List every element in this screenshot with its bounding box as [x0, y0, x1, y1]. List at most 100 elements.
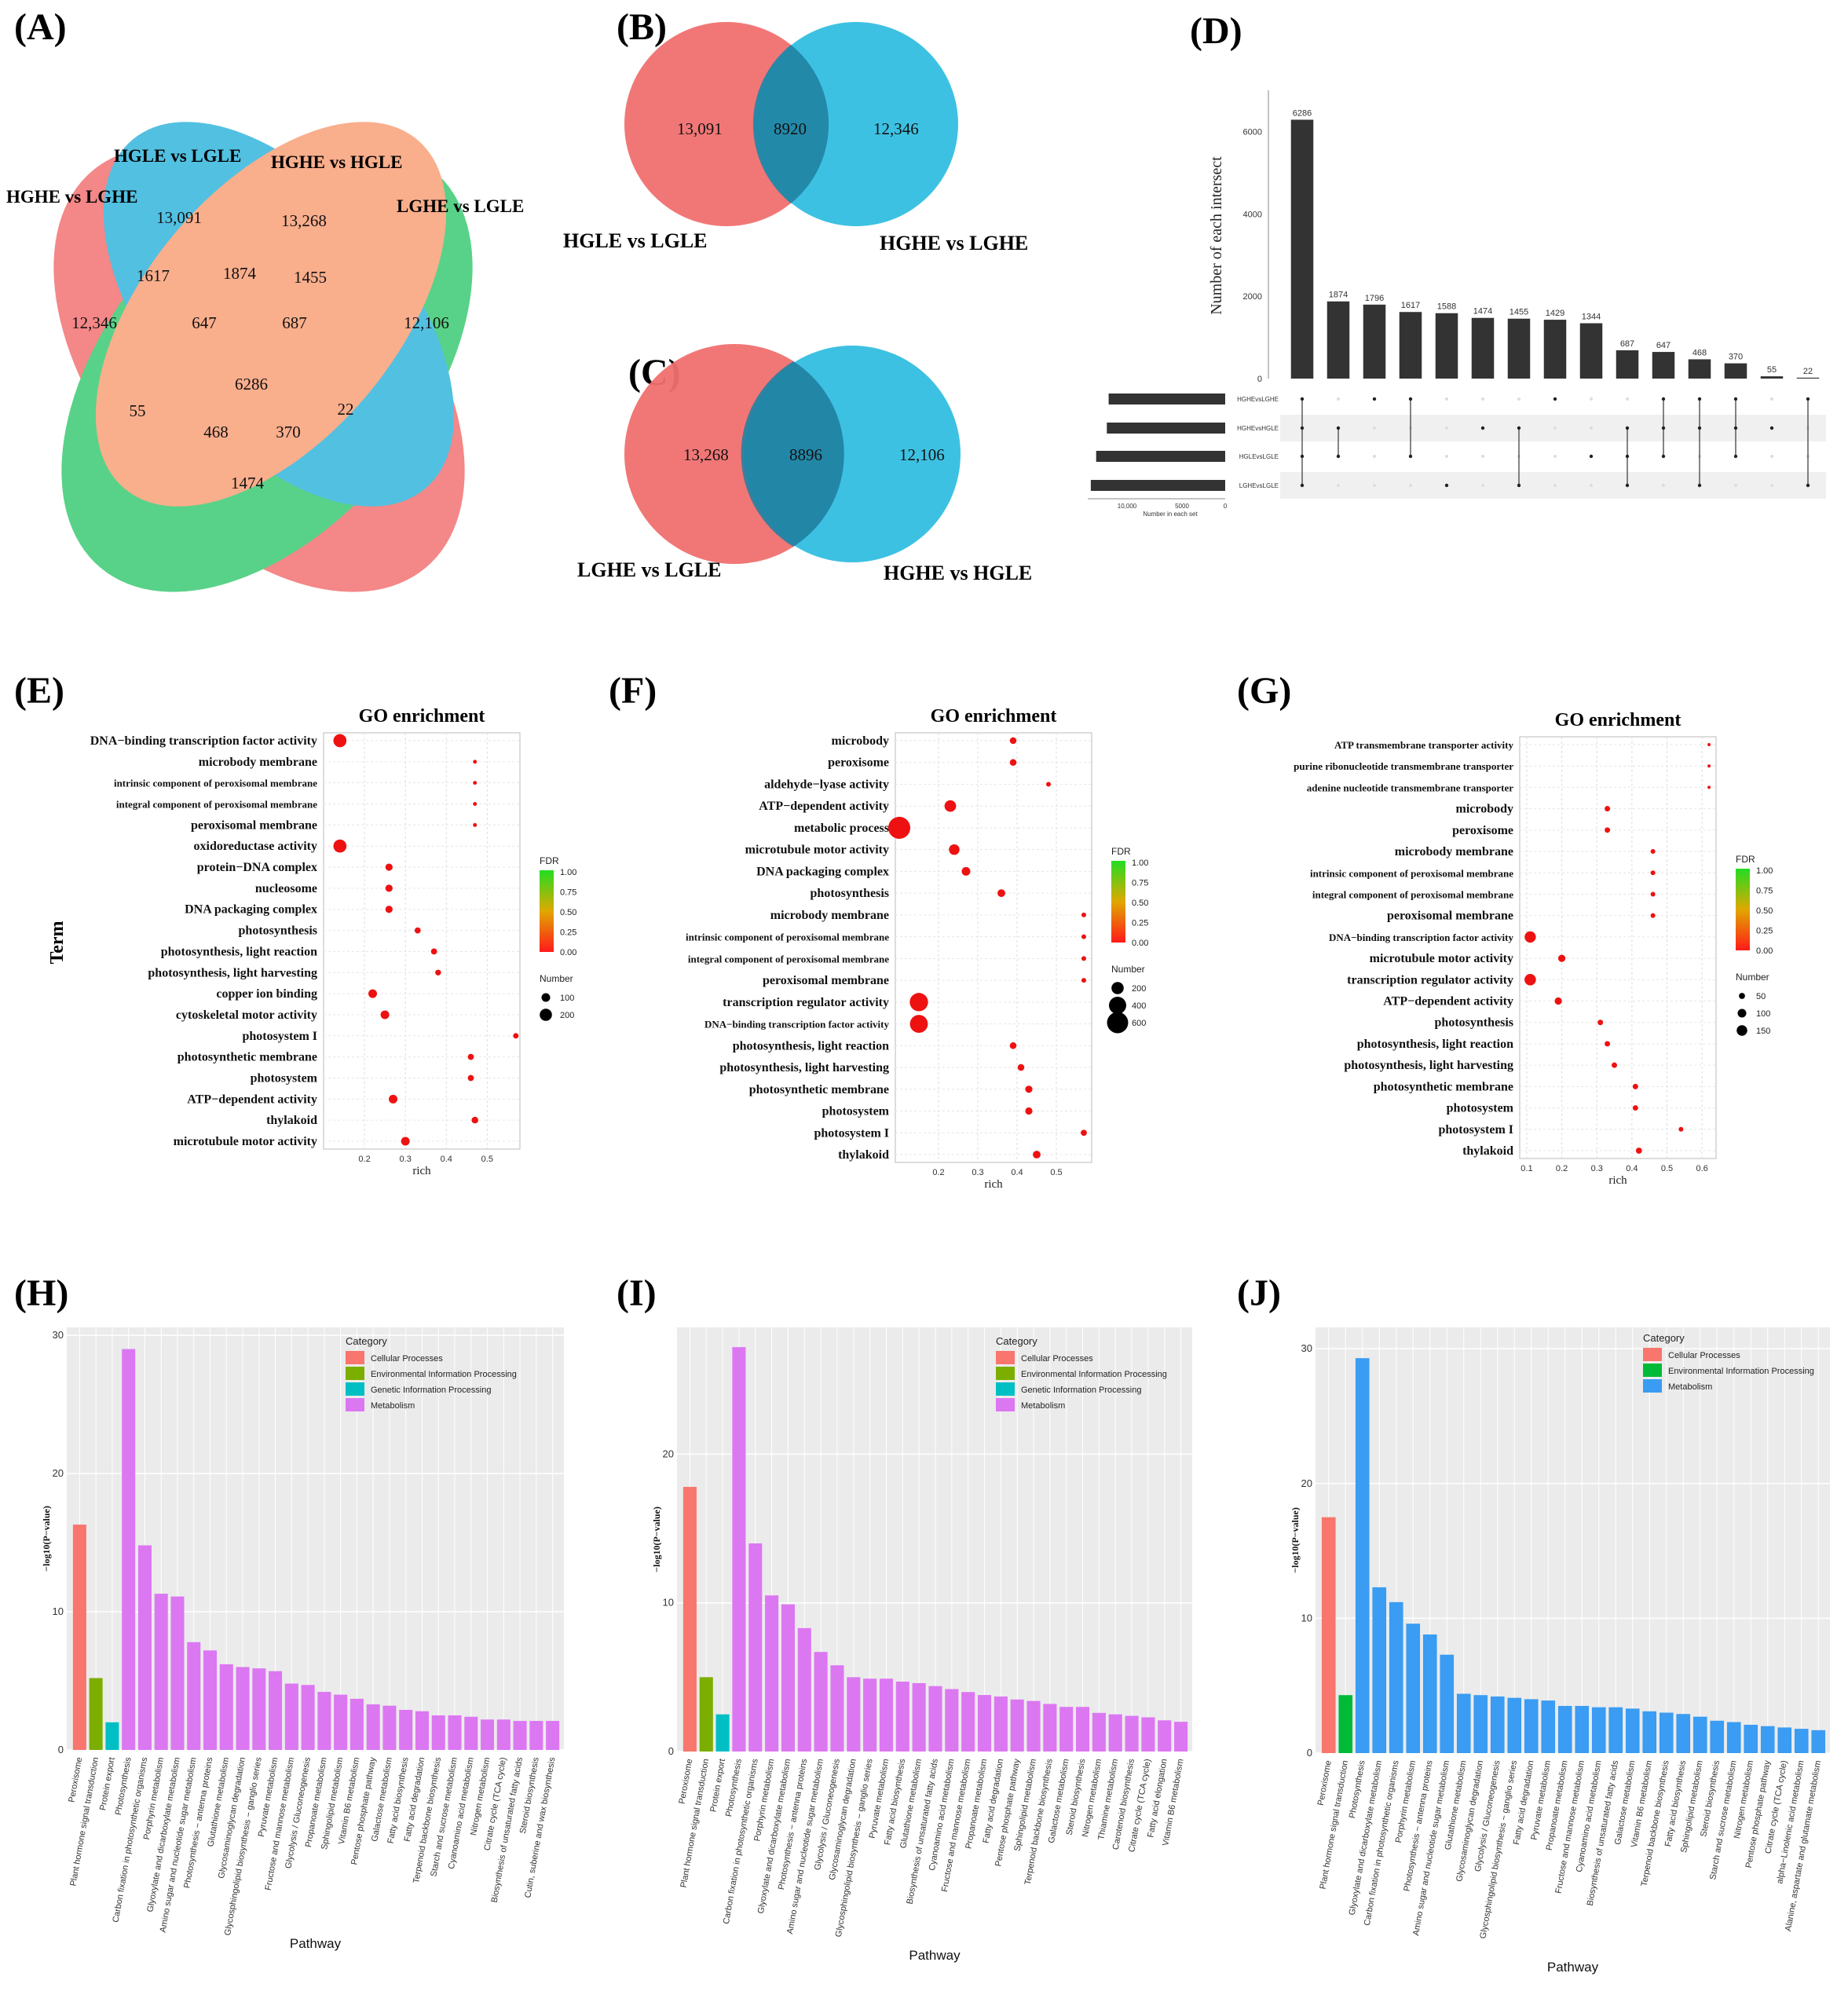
term-label: photosystem [822, 1105, 890, 1118]
enrichment-dot [473, 822, 478, 827]
y-tick-label: 4000 [1243, 210, 1262, 219]
pathway-bar [1625, 1708, 1640, 1753]
size-legend-label: 200 [1132, 984, 1146, 994]
enrichment-dot [1017, 1063, 1025, 1071]
bar-value-label: 687 [1620, 339, 1634, 349]
matrix-dot [1661, 454, 1666, 459]
x-tick-label: 0.2 [358, 1155, 370, 1164]
enrichment-dot [385, 884, 393, 892]
set-tick-label: 0 [1224, 503, 1228, 510]
pathway-bar [89, 1678, 103, 1750]
pathway-bar [137, 1545, 152, 1750]
pathway-bar [748, 1543, 763, 1752]
enrichment-dot [467, 1053, 474, 1060]
pathway-bar [366, 1704, 380, 1750]
pathway-bar [1406, 1623, 1421, 1753]
fdr-tick-label: 0.50 [560, 908, 576, 917]
size-legend-dot [1111, 982, 1124, 994]
legend-label: Cellular Processes [371, 1354, 443, 1364]
matrix-empty-dot [1481, 484, 1484, 487]
bar-value-label: 6286 [1293, 108, 1312, 118]
matrix-empty-dot [1553, 484, 1557, 487]
term-label: aldehyde−lyase activity [764, 778, 889, 791]
set-name-label: HGLEvsLGLE [1239, 453, 1279, 460]
matrix-empty-dot [1626, 397, 1629, 401]
intersect-bar [1579, 323, 1603, 379]
term-label: thylakoid [1462, 1144, 1513, 1158]
matrix-empty-dot [1553, 455, 1557, 458]
enrichment-dot [1632, 1083, 1638, 1089]
venn-label-1: HGHE vs LGHE [6, 187, 137, 207]
term-label: nucleosome [255, 882, 317, 895]
fdr-tick-label: 0.00 [1756, 946, 1773, 956]
enrichment-dot [949, 844, 960, 855]
enrichment-dot [430, 948, 437, 955]
matrix-dot [1408, 397, 1413, 401]
term-label: photosynthesis, light reaction [1357, 1038, 1513, 1051]
term-label: DNA−binding transcription factor activit… [90, 734, 317, 748]
term-label: photosystem [1447, 1102, 1514, 1115]
pathway-bar [236, 1667, 250, 1750]
venn-c-left-only: 13,268 [683, 445, 729, 464]
set-tick-label: 10,000 [1118, 503, 1137, 510]
pathway-bar [699, 1677, 713, 1752]
enrichment-dot [1081, 912, 1087, 917]
set-axis-title: Number in each set [1143, 511, 1198, 518]
x-tick-label: 0.6 [1696, 1164, 1707, 1173]
panel-letter-d: (D) [1190, 10, 1242, 52]
matrix-dot [1300, 483, 1305, 488]
plot-background [677, 1327, 1192, 1752]
pathway-bar [863, 1678, 877, 1752]
intersect-bar [1363, 304, 1386, 379]
y-axis-title: Number of each intersect [1208, 156, 1225, 315]
enrichment-dot [1650, 849, 1656, 855]
pathway-bar [1608, 1707, 1623, 1753]
fdr-legend-title: FDR [1736, 854, 1755, 865]
venn-count: 12,346 [71, 313, 117, 332]
pathway-bar [715, 1714, 730, 1752]
matrix-empty-dot [1373, 455, 1376, 458]
term-label: microbody membrane [770, 909, 889, 922]
bar-value-label: 22 [1803, 367, 1813, 376]
enrichment-dot [887, 816, 911, 839]
pathway-bar [252, 1668, 266, 1750]
pathway-bar [496, 1719, 510, 1750]
pathway-bar [301, 1685, 315, 1750]
enrichment-dot [1612, 1062, 1618, 1068]
size-legend-dot [540, 1008, 552, 1021]
matrix-dot [1806, 397, 1810, 401]
legend-swatch [346, 1367, 364, 1380]
pathway-bar [1507, 1697, 1522, 1753]
pathway-bar [72, 1525, 86, 1750]
pathway-bar [1811, 1730, 1826, 1753]
panel-letter-j: (J) [1237, 1272, 1281, 1314]
x-tick-label: Peroxisome [67, 1756, 84, 1803]
enrichment-dot [333, 734, 347, 748]
x-tick-label: 0.3 [972, 1168, 983, 1177]
intersect-bar [1327, 301, 1350, 379]
term-label: peroxisome [828, 756, 889, 770]
fdr-tick-label: 0.25 [1132, 919, 1148, 928]
intersect-bar [1616, 350, 1639, 379]
go-dotplot-f: 0.2 0.3 0.4 0.5 rich GO enrichment microbody pe… [686, 706, 1148, 1191]
matrix-empty-dot [1662, 484, 1665, 487]
fdr-tick-label: 0.00 [560, 948, 576, 957]
pathway-bar [830, 1665, 844, 1752]
enrichment-dot [1025, 1107, 1033, 1115]
intersect-bar [1796, 377, 1820, 379]
fdr-colorbar [540, 870, 554, 952]
term-label: copper ion binding [216, 987, 317, 1001]
x-tick-label: Photosynthesis [724, 1758, 744, 1817]
venn-diagram-b: 13,091 8920 12,346 HGLE vs LGLE HGHE vs … [563, 22, 1028, 254]
term-label: integral component of peroxisomal membra… [116, 799, 317, 811]
size-legend-label: 100 [560, 994, 574, 1003]
size-legend-title: Number [1111, 964, 1145, 975]
enrichment-dot [1033, 1151, 1041, 1159]
legend-label: Genetic Information Processing [1021, 1386, 1141, 1395]
matrix-empty-dot [1373, 426, 1376, 430]
x-tick-label: 0.3 [1591, 1164, 1603, 1173]
term-label: microbody [832, 734, 889, 748]
matrix-dot [1697, 397, 1702, 401]
venn-count: 687 [282, 313, 307, 332]
